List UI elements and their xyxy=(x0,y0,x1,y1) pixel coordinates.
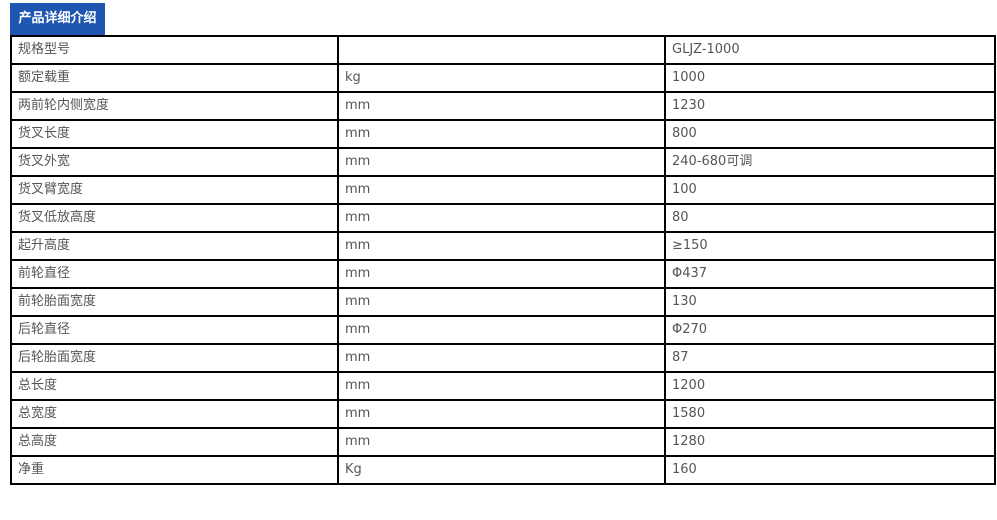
spec-value: Φ437 xyxy=(664,259,996,289)
table-row: 后轮直径 mm Φ270 xyxy=(10,315,996,345)
spec-unit: mm xyxy=(337,203,666,233)
spec-name: 总宽度 xyxy=(10,399,339,429)
spec-name: 货叉低放高度 xyxy=(10,203,339,233)
spec-unit: mm xyxy=(337,371,666,401)
table-row: 两前轮内侧宽度 mm 1230 xyxy=(10,91,996,121)
product-details-tab[interactable]: 产品详细介绍 xyxy=(10,3,105,35)
spec-value: 1200 xyxy=(664,371,996,401)
spec-unit: mm xyxy=(337,399,666,429)
spec-unit: mm xyxy=(337,91,666,121)
spec-name: 总高度 xyxy=(10,427,339,457)
spec-name: 前轮胎面宽度 xyxy=(10,287,339,317)
spec-value: 1280 xyxy=(664,427,996,457)
spec-name: 两前轮内侧宽度 xyxy=(10,91,339,121)
spec-value: ≥150 xyxy=(664,231,996,261)
spec-name: 前轮直径 xyxy=(10,259,339,289)
table-row: 货叉长度 mm 800 xyxy=(10,119,996,149)
spec-unit: mm xyxy=(337,119,666,149)
spec-value: 130 xyxy=(664,287,996,317)
spec-unit: mm xyxy=(337,315,666,345)
spec-value: GLJZ-1000 xyxy=(664,35,996,65)
spec-unit: mm xyxy=(337,147,666,177)
spec-value: 800 xyxy=(664,119,996,149)
spec-name: 货叉长度 xyxy=(10,119,339,149)
spec-name: 货叉臂宽度 xyxy=(10,175,339,205)
spec-unit: mm xyxy=(337,427,666,457)
spec-unit: mm xyxy=(337,343,666,373)
table-row: 起升高度 mm ≥150 xyxy=(10,231,996,261)
table-row: 货叉外宽 mm 240-680可调 xyxy=(10,147,996,177)
spec-table: 规格型号 GLJZ-1000 额定载重 kg 1000 两前轮内侧宽度 mm 1230 货叉长度… xyxy=(10,35,996,485)
spec-unit: Kg xyxy=(337,455,666,485)
spec-unit: mm xyxy=(337,175,666,205)
spec-name: 后轮胎面宽度 xyxy=(10,343,339,373)
table-row: 额定载重 kg 1000 xyxy=(10,63,996,93)
spec-value: 160 xyxy=(664,455,996,485)
spec-name: 规格型号 xyxy=(10,35,339,65)
table-row: 前轮胎面宽度 mm 130 xyxy=(10,287,996,317)
spec-value: 240-680可调 xyxy=(664,147,996,177)
spec-unit: mm xyxy=(337,231,666,261)
spec-name: 起升高度 xyxy=(10,231,339,261)
table-row: 净重 Kg 160 xyxy=(10,455,996,485)
spec-name: 总长度 xyxy=(10,371,339,401)
table-row: 规格型号 GLJZ-1000 xyxy=(10,35,996,65)
table-row: 总宽度 mm 1580 xyxy=(10,399,996,429)
spec-name: 后轮直径 xyxy=(10,315,339,345)
spec-value: 80 xyxy=(664,203,996,233)
spec-value: Φ270 xyxy=(664,315,996,345)
table-row: 总高度 mm 1280 xyxy=(10,427,996,457)
spec-value: 87 xyxy=(664,343,996,373)
spec-value: 100 xyxy=(664,175,996,205)
table-row: 前轮直径 mm Φ437 xyxy=(10,259,996,289)
table-row: 货叉低放高度 mm 80 xyxy=(10,203,996,233)
table-row: 后轮胎面宽度 mm 87 xyxy=(10,343,996,373)
spec-unit: mm xyxy=(337,259,666,289)
spec-name: 额定载重 xyxy=(10,63,339,93)
spec-value: 1230 xyxy=(664,91,996,121)
spec-unit: mm xyxy=(337,287,666,317)
table-row: 货叉臂宽度 mm 100 xyxy=(10,175,996,205)
spec-unit xyxy=(337,35,666,65)
spec-value: 1580 xyxy=(664,399,996,429)
spec-value: 1000 xyxy=(664,63,996,93)
table-row: 总长度 mm 1200 xyxy=(10,371,996,401)
spec-unit: kg xyxy=(337,63,666,93)
spec-name: 货叉外宽 xyxy=(10,147,339,177)
spec-name: 净重 xyxy=(10,455,339,485)
